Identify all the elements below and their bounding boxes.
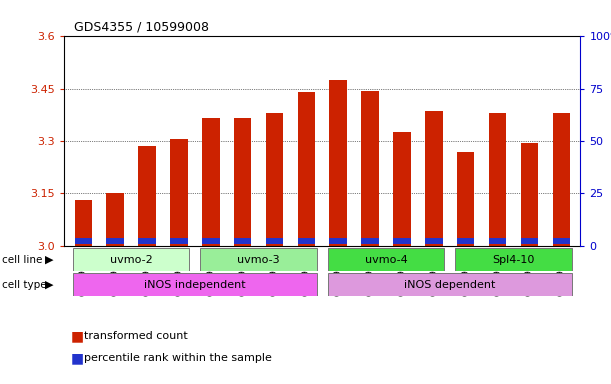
- Bar: [170, 139, 188, 246]
- Text: uvmo-4: uvmo-4: [365, 255, 408, 265]
- Text: ■: ■: [70, 329, 83, 343]
- Text: cell type: cell type: [2, 280, 46, 290]
- Bar: [298, 238, 315, 244]
- Bar: [425, 238, 442, 244]
- Bar: [457, 152, 475, 246]
- Bar: [552, 113, 570, 246]
- Bar: [328, 273, 572, 296]
- Bar: [138, 146, 156, 246]
- Bar: [170, 238, 188, 244]
- Bar: [521, 238, 538, 244]
- Bar: [106, 238, 124, 244]
- Bar: [489, 238, 507, 244]
- Bar: [489, 113, 507, 246]
- Text: Spl4-10: Spl4-10: [492, 255, 535, 265]
- Bar: [457, 238, 475, 244]
- Bar: [521, 143, 538, 246]
- Bar: [202, 238, 219, 244]
- Bar: [393, 238, 411, 244]
- Bar: [234, 118, 251, 246]
- Bar: [455, 248, 572, 271]
- Text: transformed count: transformed count: [84, 331, 188, 341]
- Text: GDS4355 / 10599008: GDS4355 / 10599008: [75, 21, 210, 34]
- Text: ■: ■: [70, 351, 83, 365]
- Bar: [266, 238, 284, 244]
- Bar: [106, 194, 124, 246]
- Bar: [328, 248, 444, 271]
- Bar: [266, 113, 284, 246]
- Bar: [202, 118, 219, 246]
- Bar: [361, 238, 379, 244]
- Text: uvmo-2: uvmo-2: [110, 255, 153, 265]
- Text: percentile rank within the sample: percentile rank within the sample: [84, 353, 272, 363]
- Bar: [138, 238, 156, 244]
- Text: iNOS independent: iNOS independent: [144, 280, 246, 290]
- Text: ▶: ▶: [45, 255, 53, 265]
- Bar: [75, 238, 92, 244]
- Bar: [298, 92, 315, 246]
- Bar: [329, 80, 347, 246]
- Bar: [234, 238, 251, 244]
- Bar: [361, 91, 379, 246]
- Bar: [329, 238, 347, 244]
- Bar: [75, 200, 92, 246]
- Bar: [393, 132, 411, 246]
- Bar: [73, 248, 189, 271]
- Bar: [73, 273, 316, 296]
- Bar: [200, 248, 316, 271]
- Text: ▶: ▶: [45, 280, 53, 290]
- Bar: [425, 111, 442, 246]
- Text: cell line: cell line: [2, 255, 42, 265]
- Text: uvmo-3: uvmo-3: [237, 255, 280, 265]
- Bar: [552, 238, 570, 244]
- Text: iNOS dependent: iNOS dependent: [404, 280, 496, 290]
